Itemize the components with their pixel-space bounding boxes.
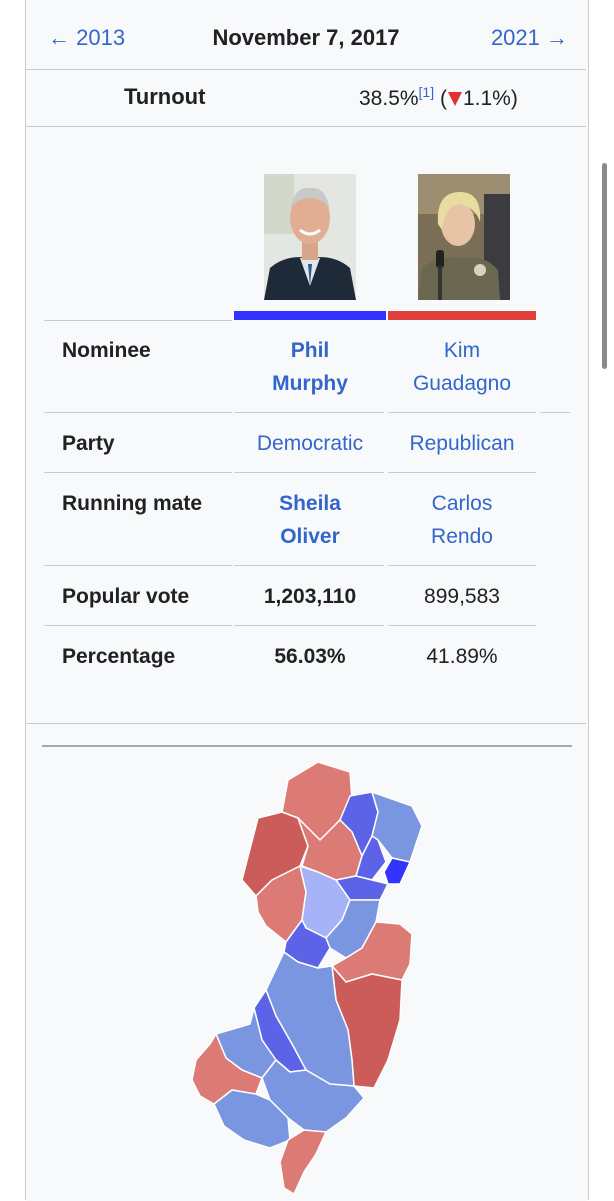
row-divider [44,472,232,473]
nominee-first-name[interactable]: Kim [443,339,481,362]
row-divider [388,412,536,413]
row-divider [234,565,384,566]
decrease-arrow-icon [447,92,462,106]
row-divider [44,412,232,413]
running-mate-last-name[interactable]: Oliver [280,525,340,548]
county-cumberland [213,1089,291,1149]
nominee-first-name[interactable]: Phil [290,339,330,362]
county-salem [191,1033,263,1105]
row-divider [234,412,384,413]
reference-link[interactable]: [1] [418,84,435,100]
running-mate-label: Running mate [62,492,202,515]
turnout-value-group: 38.5%[1] (1.1%) [359,84,518,111]
row-divider [234,472,384,473]
row-divider [388,565,536,566]
democratic-color-bar [234,311,386,320]
county-results-map[interactable] [180,760,430,1200]
percentage-murphy: 56.03% [274,645,346,668]
percentage-label: Percentage [62,645,176,668]
nominee-guadagno-link[interactable]: Kim Guadagno [386,334,538,400]
turnout-change: 1.1%) [462,87,518,110]
county-hudson [383,857,411,885]
popular-vote-murphy: 1,203,110 [263,585,357,608]
row-divider [44,320,232,321]
scrollbar-thumb[interactable] [602,163,607,369]
row-divider [540,412,570,413]
nominee-last-name[interactable]: Guadagno [412,372,512,395]
row-divider [234,625,384,626]
election-navigation: ← 2013 November 7, 2017 2021 → [26,9,586,70]
popular-vote-guadagno: 899,583 [424,585,500,608]
row-divider [388,625,536,626]
county-cape-may [279,1129,327,1195]
map-divider [42,745,572,747]
turnout-label: Turnout [124,84,206,109]
running-mate-last-name[interactable]: Rendo [431,525,493,548]
nominee-label: Nominee [62,339,151,362]
row-divider [44,565,232,566]
row-divider [388,472,536,473]
nominee-murphy-link[interactable]: Phil Murphy [234,334,386,400]
kim-guadagno-photo[interactable] [418,174,510,300]
popular-vote-label: Popular vote [62,585,190,608]
nominee-last-name[interactable]: Murphy [272,372,348,395]
running-mate-first-name[interactable]: Carlos [431,492,493,515]
previous-election-link[interactable]: ← 2013 [48,25,126,50]
running-mate-oliver-link[interactable]: Sheila Oliver [234,487,386,553]
republican-color-bar [388,311,536,320]
party-label: Party [62,432,115,455]
percentage-guadagno: 41.89% [426,645,498,668]
row-divider [44,625,232,626]
turnout-row: Turnout 38.5%[1] (1.1%) [26,70,586,127]
turnout-change-open: ( [439,87,447,110]
party-democratic-link[interactable]: Democratic [256,432,364,455]
party-republican-link[interactable]: Republican [409,432,515,455]
phil-murphy-photo[interactable] [264,174,356,300]
election-date: November 7, 2017 [212,25,400,50]
next-election-link[interactable]: 2021 → [490,25,568,50]
turnout-value: 38.5% [359,87,419,110]
running-mate-first-name[interactable]: Sheila [279,492,341,515]
running-mate-rendo-link[interactable]: Carlos Rendo [386,487,538,553]
